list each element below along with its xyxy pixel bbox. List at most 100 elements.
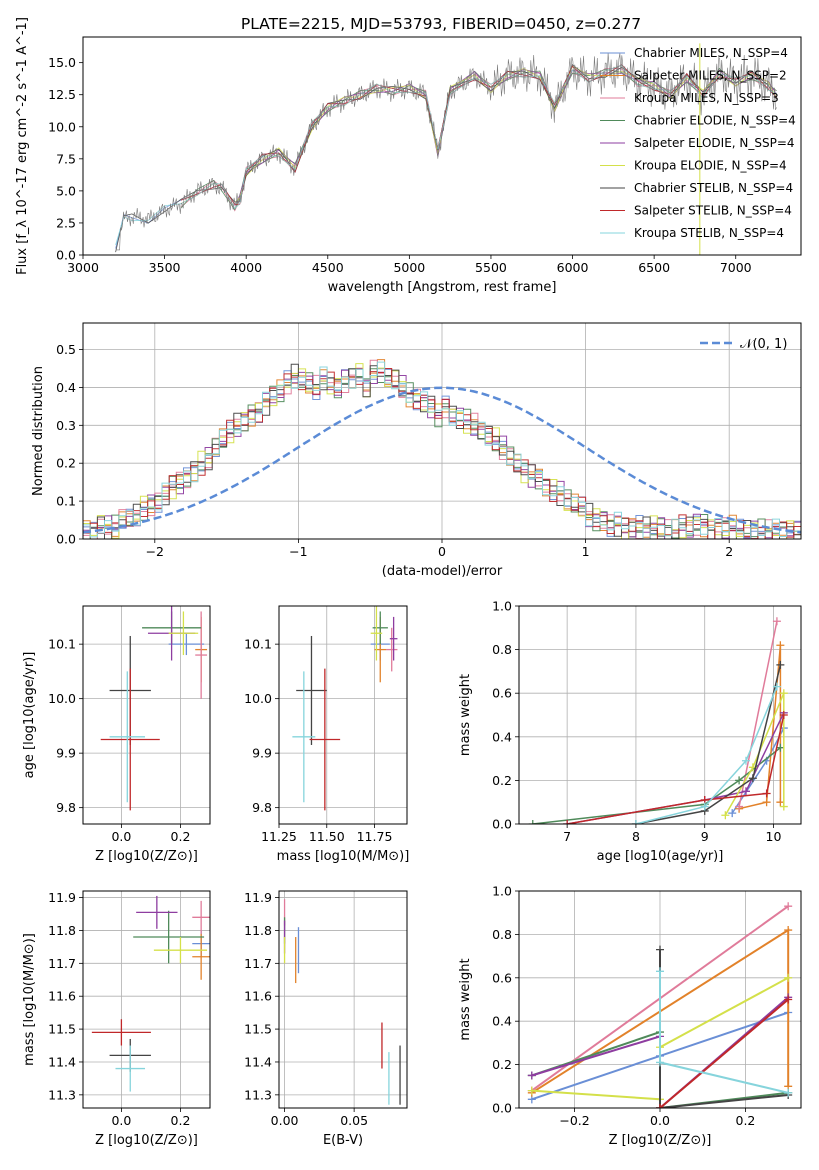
plot-area: [528, 617, 788, 824]
mass-weight-line: [724, 692, 785, 816]
mass-weight-line: [566, 714, 785, 824]
plot-frame: [278, 890, 408, 1109]
y-axis-label: Normed distribution: [31, 366, 46, 496]
chart-mass-vs-Z: 0.0 0.2 11.3 11.4 11.5 11.6 11.7 11.8 11.9 Z [log…: [22, 890, 211, 1148]
legend-entry: Salpeter MILES, N_SSP=2: [634, 69, 787, 83]
x-tick-label: 0.0: [111, 829, 131, 844]
x-axis-label: Z [log10(Z/Z⊙)]: [95, 1133, 198, 1148]
y-tick-label: 11.6: [244, 989, 272, 1004]
mass-weight-marker: [527, 1086, 536, 1095]
y-tick-label: 11.9: [244, 890, 272, 905]
chart-spectrum: 3000 3500 4000 4500 5000 5500 6000 6500 7000 0.0 2…: [15, 17, 802, 295]
legend-entry: Salpeter ELODIE, N_SSP=4: [634, 136, 795, 150]
mass-weight-marker: [772, 682, 781, 691]
x-tick-label: 4000: [230, 260, 262, 275]
y-tick-label: 0.4: [492, 1014, 512, 1029]
plot-area: [283, 899, 401, 1105]
x-tick-label: 0.0: [650, 1113, 670, 1128]
normal-curve: [83, 386, 801, 534]
mass-weight-marker: [631, 820, 640, 824]
x-tick-label: −2: [146, 544, 164, 559]
y-tick-label: 0.0: [56, 532, 76, 547]
plot-area: [83, 359, 801, 539]
y-tick-label: 0.2: [56, 456, 76, 471]
mass-weight-line: [635, 664, 782, 824]
x-tick-label: 6000: [557, 260, 589, 275]
y-tick-label: 11.7: [244, 956, 272, 971]
chart-mass-vs-EBV: 0.00 0.05 11.3 11.4 11.5 11.6 11.7 11.8 11.9 E(B-…: [244, 890, 408, 1148]
x-tick-label: 11.50: [309, 829, 345, 844]
x-tick-label: 10: [766, 829, 782, 844]
y-tick-label: 0.4: [56, 380, 76, 395]
observed-spectrum-line: [115, 52, 777, 251]
x-tick-label: 0.2: [171, 1113, 191, 1128]
mass-weight-marker: [656, 945, 664, 954]
chart-massweight-vs-age: 7 8 9 10 0.0 0.2 0.4 0.6 0.8 1.0 age [log10(age/yr…: [458, 599, 802, 864]
mass-weight-marker: [784, 995, 793, 1004]
x-tick-label: 3000: [67, 260, 99, 275]
x-tick-label: 7: [563, 829, 571, 844]
x-axis-label: (data-model)/error: [382, 564, 503, 579]
mass-weight-marker: [656, 967, 664, 976]
mass-weight-marker: [656, 1058, 664, 1067]
y-tick-label: 0.8: [492, 927, 512, 942]
x-axis-label: Z [log10(Z/Z⊙)]: [95, 849, 198, 864]
mass-weight-marker: [741, 787, 750, 796]
x-tick-label: 4500: [312, 260, 344, 275]
mass-weight-line: [738, 621, 778, 807]
mass-weight-line: [659, 971, 789, 1094]
mass-weight-marker: [772, 617, 781, 626]
y-tick-label: 11.8: [244, 923, 272, 938]
mass-weight-line: [635, 686, 778, 824]
mass-weight-marker: [784, 973, 793, 982]
y-tick-label: 0.4: [492, 729, 512, 744]
y-tick-label: 7.5: [56, 151, 76, 166]
legend-entry: Chabrier STELIB, N_SSP=4: [634, 181, 793, 195]
x-tick-label: 0.2: [736, 1113, 756, 1128]
mass-weight-marker: [779, 689, 788, 698]
y-tick-label: 10.0: [244, 691, 272, 706]
mass-weight-marker: [779, 802, 788, 811]
y-tick-label: 10.0: [48, 691, 76, 706]
y-tick-label: 0.0: [56, 248, 76, 263]
plot-area: [115, 43, 777, 255]
legend-entry: Chabrier MILES, N_SSP=4: [634, 46, 788, 60]
y-tick-label: 1.0: [492, 599, 512, 614]
plot-frame: [518, 890, 802, 1109]
mass-weight-marker: [776, 660, 785, 669]
x-tick-label: 0.2: [171, 829, 191, 844]
x-tick-label: 11.25: [261, 829, 297, 844]
y-tick-label: 9.8: [252, 800, 272, 815]
y-axis-label: age [log10(age/yr)]: [22, 652, 37, 779]
plot-frame: [278, 605, 408, 825]
model-spectrum-line: [115, 64, 777, 246]
y-tick-label: 11.5: [244, 1022, 272, 1037]
mass-weight-marker: [735, 802, 744, 811]
plot-area: [527, 902, 793, 1108]
y-axis-label: mass [log10(M/M⊙)]: [22, 933, 37, 1066]
x-tick-label: 5500: [475, 260, 507, 275]
legend-entry: Kroupa MILES, N_SSP=3: [634, 91, 779, 105]
mass-weight-marker: [762, 798, 771, 807]
mass-weight-line: [659, 949, 789, 1108]
plot-frame: [518, 605, 802, 825]
x-tick-label: 0.00: [271, 1113, 299, 1128]
y-tick-label: 10.0: [48, 119, 76, 134]
legend-entry: 𝒩(0, 1): [740, 337, 787, 352]
y-tick-label: 9.8: [56, 800, 76, 815]
y-tick-label: 9.9: [56, 746, 76, 761]
mass-weight-marker: [563, 820, 572, 824]
y-tick-label: 10.1: [48, 637, 76, 652]
mass-weight-marker: [776, 641, 785, 650]
y-tick-label: 11.9: [48, 890, 76, 905]
x-tick-label: 0.0: [111, 1113, 131, 1128]
mass-weight-marker: [762, 789, 771, 798]
y-tick-label: 11.3: [48, 1087, 76, 1102]
x-tick-label: 9: [701, 829, 709, 844]
x-tick-label: 8: [632, 829, 640, 844]
y-tick-label: 1.0: [492, 884, 512, 899]
legend-entry: Kroupa ELODIE, N_SSP=4: [634, 159, 787, 173]
y-tick-label: 5.0: [56, 183, 76, 198]
chart-age-vs-mass: 11.25 11.50 11.75 9.8 9.9 10.0 10.1 mass [log10…: [244, 605, 409, 864]
